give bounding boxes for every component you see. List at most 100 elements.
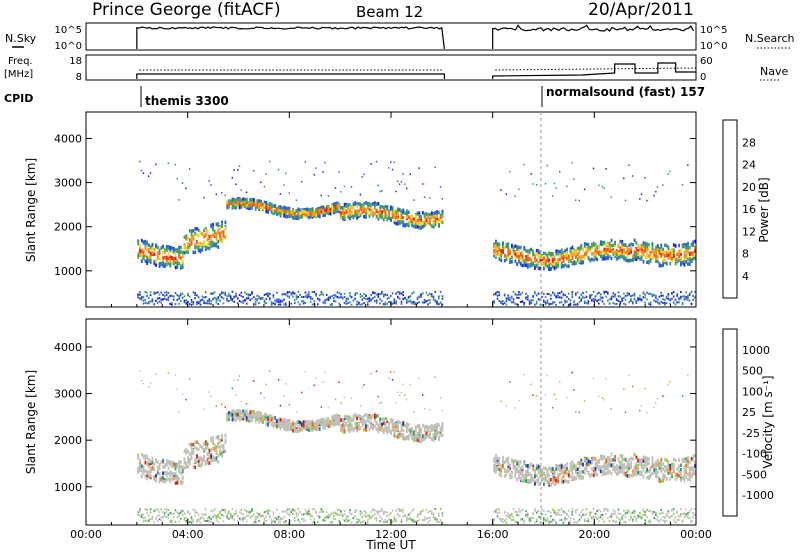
power-cell: [636, 258, 638, 262]
power-cell: [148, 248, 150, 252]
power-cell: [644, 297, 646, 299]
velocity-cell: [504, 474, 506, 478]
velocity-cell: [395, 518, 397, 520]
power-cell: [689, 246, 691, 250]
velocity-cell: [305, 423, 307, 427]
power-cell: [580, 255, 582, 259]
velocity-cell: [401, 510, 403, 512]
power-cell: [162, 251, 164, 255]
power-cell: [210, 303, 212, 305]
velocity-cell: [198, 459, 200, 463]
power-cell: [233, 301, 235, 303]
velocity-cell: [436, 428, 438, 432]
power-cell: [543, 300, 545, 302]
velocity-cell: [212, 455, 214, 459]
power-cell: [568, 293, 570, 295]
power-cell: [280, 304, 282, 306]
power-cell: [162, 264, 164, 268]
power-cell: [509, 249, 511, 253]
power-cell: [217, 303, 219, 305]
power-cell: [194, 294, 196, 296]
velocity-cell: [153, 509, 155, 511]
power-cell: [442, 295, 444, 297]
power-cell: [235, 206, 237, 210]
power-cell: [180, 246, 182, 250]
velocity-cell: [499, 457, 501, 461]
power-cell: [269, 293, 271, 295]
velocity-cell: [308, 513, 310, 515]
power-cell: [493, 302, 495, 304]
velocity-cell: [171, 465, 173, 469]
power-cell: [401, 293, 403, 295]
power-cell: [168, 257, 170, 261]
velocity-cell: [379, 427, 381, 431]
velocity-cell: [216, 451, 218, 455]
velocity-cell: [415, 439, 417, 443]
velocity-cell: [354, 515, 356, 517]
velocity-cell: [200, 444, 202, 448]
velocity-cell: [219, 440, 221, 444]
power-cell: [212, 241, 214, 245]
power-cell: [518, 294, 520, 296]
velocity-cell: [267, 422, 269, 426]
power-cell: [557, 264, 559, 268]
velocity-cell: [283, 395, 284, 397]
power-cell: [180, 264, 182, 268]
velocity-cell: [413, 430, 415, 434]
power-cell: [351, 212, 353, 216]
velocity-cell: [175, 476, 177, 480]
power-cell: [691, 291, 693, 293]
velocity-cell: [529, 472, 531, 476]
power-cell: [168, 262, 170, 266]
power-cell: [148, 301, 150, 303]
power-cell: [161, 262, 163, 266]
power-cell: [525, 297, 527, 299]
power-cell: [438, 303, 440, 305]
power-cell: [255, 303, 257, 305]
power-cell: [643, 245, 645, 249]
power-cell: [516, 297, 518, 299]
power-cell: [237, 297, 239, 299]
power-cell: [646, 242, 648, 246]
power-cell: [675, 244, 677, 248]
velocity-cell: [442, 422, 444, 426]
velocity-cell: [536, 512, 538, 514]
velocity-cell: [228, 411, 230, 415]
velocity-cell: [212, 436, 214, 440]
power-cell: [582, 292, 584, 294]
power-cell: [379, 302, 381, 304]
velocity-cell: [187, 460, 189, 464]
velocity-cell: [276, 518, 278, 520]
velocity-cell: [557, 514, 559, 516]
power-cell: [529, 303, 531, 305]
power-cell: [315, 208, 317, 212]
power-cell: [210, 244, 212, 248]
power-cell: [548, 266, 550, 270]
velocity-cell: [223, 448, 225, 452]
power-cell: [404, 298, 406, 300]
velocity-cell: [315, 377, 316, 379]
power-cell: [557, 252, 559, 256]
power-cell: [367, 298, 369, 300]
velocity-cell: [153, 468, 155, 472]
power-cell: [666, 262, 668, 266]
power-cell: [383, 296, 385, 298]
velocity-cell: [257, 516, 259, 518]
velocity-cell: [386, 418, 388, 422]
power-cell: [344, 302, 346, 304]
velocity-cell: [173, 477, 175, 481]
velocity-cell: [550, 521, 552, 523]
velocity-cell: [347, 428, 349, 432]
velocity-cell: [392, 419, 394, 423]
velocity-cell: [330, 425, 332, 429]
power-cell: [246, 204, 248, 208]
power-cell: [595, 249, 597, 253]
power-cell: [495, 240, 497, 244]
power-cell: [267, 205, 269, 209]
velocity-cell: [338, 382, 339, 384]
power-cell: [242, 302, 244, 304]
power-cell: [499, 258, 501, 262]
power-cell: [305, 302, 307, 304]
power-cell: [406, 223, 408, 227]
velocity-cell: [383, 422, 385, 426]
